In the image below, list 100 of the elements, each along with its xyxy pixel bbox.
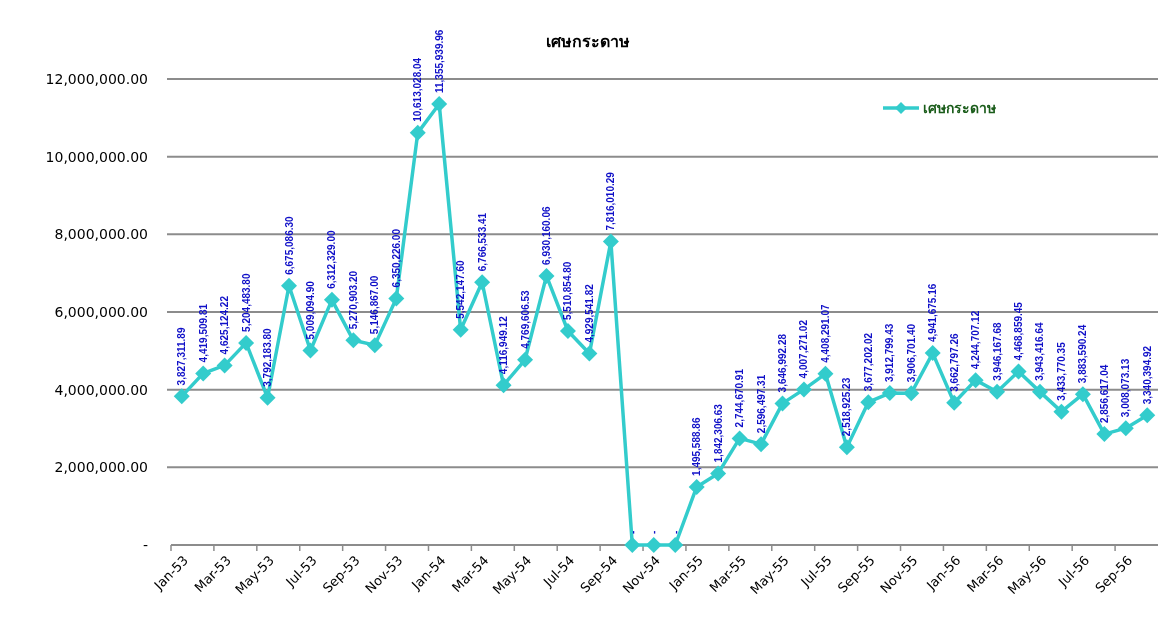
point xyxy=(345,332,362,349)
data-label: 6,350,226.00 xyxy=(390,228,402,288)
data-label: 4,625,124.22 xyxy=(219,295,231,355)
data-label: - xyxy=(626,530,638,534)
data-label: 6,675,086.30 xyxy=(283,215,295,275)
point xyxy=(1096,426,1113,443)
data-label: 5,542,147.60 xyxy=(455,259,467,319)
y-tick-label: 4,000,000.00 xyxy=(54,381,148,398)
point xyxy=(195,365,212,382)
data-label: 5,009,094.90 xyxy=(304,280,316,340)
point xyxy=(1074,386,1091,403)
data-label: 3,906,701.40 xyxy=(905,323,917,383)
point xyxy=(474,274,491,291)
data-label: 4,769,606.53 xyxy=(519,289,531,349)
data-label: 3,433,770.35 xyxy=(1055,341,1067,401)
data-label: 3,943,416.64 xyxy=(1034,322,1046,381)
point xyxy=(1010,363,1027,380)
point xyxy=(1139,407,1156,424)
point xyxy=(624,537,641,553)
data-label: 2,856,617.04 xyxy=(1098,364,1110,424)
point xyxy=(667,537,684,553)
data-label: 4,468,859.45 xyxy=(1013,301,1025,361)
data-label: 4,419,509.81 xyxy=(197,303,209,363)
data-label: - xyxy=(648,530,660,534)
y-tick-label: 10,000,000.00 xyxy=(45,148,148,165)
point xyxy=(409,124,426,141)
data-label: 10,613,028.04 xyxy=(412,57,424,122)
point xyxy=(366,337,383,354)
data-label: 4,116,949.12 xyxy=(498,315,510,375)
data-label: 1,495,588.86 xyxy=(691,417,703,476)
point xyxy=(1053,403,1070,420)
chart-title: เศษกระดาษ xyxy=(546,31,630,51)
point xyxy=(302,342,319,359)
point xyxy=(216,357,233,374)
data-label: - xyxy=(669,530,681,534)
point xyxy=(838,439,855,456)
point xyxy=(989,383,1006,400)
point xyxy=(731,430,748,447)
point xyxy=(753,436,770,453)
data-label: 4,244,707.12 xyxy=(970,310,982,370)
point xyxy=(967,372,984,389)
point xyxy=(817,365,834,382)
data-label: 6,930,160.06 xyxy=(540,206,552,265)
point xyxy=(452,321,469,338)
data-label: 5,270,903.20 xyxy=(347,270,359,330)
data-label: 6,766,533.41 xyxy=(476,212,488,272)
data-label: 3,827,311.89 xyxy=(176,327,188,386)
point xyxy=(538,267,555,284)
point xyxy=(495,377,512,394)
data-label: 5,510,854.80 xyxy=(562,261,574,320)
point xyxy=(238,334,255,351)
point xyxy=(710,465,727,482)
point xyxy=(860,394,877,411)
legend-label: เศษกระดาษ xyxy=(923,100,996,116)
point xyxy=(946,394,963,411)
data-label: 5,204,483.80 xyxy=(240,273,252,332)
data-label: 4,408,291.07 xyxy=(819,303,831,363)
point xyxy=(903,385,920,402)
y-tick-label: - xyxy=(142,537,148,553)
y-tick-label: 6,000,000.00 xyxy=(54,304,148,320)
data-label: 5,146,867.00 xyxy=(369,275,381,335)
point xyxy=(924,345,941,362)
data-label: 1,842,306.63 xyxy=(712,403,724,463)
point xyxy=(281,277,298,294)
point xyxy=(581,345,598,362)
point xyxy=(173,388,190,405)
point xyxy=(259,389,276,406)
point xyxy=(645,537,662,553)
data-label: 4,929,541.82 xyxy=(583,283,595,343)
point xyxy=(1117,420,1134,437)
y-tick-label: 8,000,000.00 xyxy=(54,226,148,243)
data-label: 2,744,670.91 xyxy=(734,368,746,428)
point xyxy=(688,478,705,495)
data-label: 3,677,202.02 xyxy=(862,332,874,392)
point xyxy=(388,290,405,307)
point xyxy=(559,323,576,339)
data-label: 7,816,010.29 xyxy=(605,171,617,231)
point xyxy=(881,385,898,402)
point xyxy=(1031,383,1048,400)
data-label: 3,008,073.13 xyxy=(1120,358,1132,418)
y-tick-label: 2,000,000.00 xyxy=(54,459,148,476)
data-label: 11,355,939.96 xyxy=(433,29,445,94)
point xyxy=(602,233,619,250)
point xyxy=(323,291,340,308)
data-label: 3,946,167.68 xyxy=(991,321,1003,381)
point xyxy=(431,96,448,113)
data-label: 4,941,675.16 xyxy=(927,283,939,343)
data-label: 3,792,183.80 xyxy=(262,327,274,387)
legend: เศษกระดาษ xyxy=(883,100,996,116)
data-label: 6,312,329.00 xyxy=(326,230,338,289)
data-label: 3,912,799.43 xyxy=(884,323,896,383)
data-label: 3,646,992.28 xyxy=(777,333,789,393)
data-label: 3,883,590.24 xyxy=(1077,324,1089,384)
data-label: 4,007,271.02 xyxy=(798,319,810,379)
data-label: 2,596,497.31 xyxy=(755,374,767,434)
y-tick-label: 12,000,000.00 xyxy=(45,71,148,87)
data-label: 3,340,394.92 xyxy=(1141,345,1153,405)
data-label: 3,662,797.26 xyxy=(948,332,960,392)
data-label: 2,518,925.23 xyxy=(841,377,853,437)
point xyxy=(517,351,534,368)
